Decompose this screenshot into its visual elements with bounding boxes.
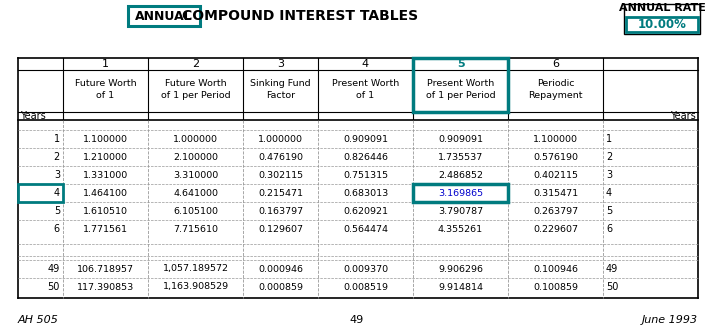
- Text: Present Worth: Present Worth: [427, 78, 494, 88]
- Text: 4: 4: [54, 188, 60, 198]
- Text: 1.000000: 1.000000: [173, 134, 218, 144]
- Text: 5: 5: [457, 59, 464, 69]
- Text: 1,163.908529: 1,163.908529: [163, 283, 228, 291]
- Text: 5: 5: [54, 206, 60, 216]
- Text: 9.906296: 9.906296: [438, 265, 483, 273]
- Text: 1.771561: 1.771561: [83, 225, 128, 233]
- Text: 0.000859: 0.000859: [258, 283, 303, 291]
- Text: 0.263797: 0.263797: [533, 206, 578, 215]
- Bar: [18, 184, 63, 202]
- Text: 0.009370: 0.009370: [343, 265, 388, 273]
- Text: Future Worth: Future Worth: [75, 78, 136, 88]
- Text: 1.000000: 1.000000: [258, 134, 303, 144]
- Text: 0.100946: 0.100946: [533, 265, 578, 273]
- Text: 1.100000: 1.100000: [83, 134, 128, 144]
- Text: Repayment: Repayment: [528, 91, 583, 99]
- Text: Present Worth: Present Worth: [332, 78, 399, 88]
- Bar: [413, 58, 508, 112]
- Text: Sinking Fund: Sinking Fund: [250, 78, 311, 88]
- Text: 0.620921: 0.620921: [343, 206, 388, 215]
- Text: AH 505: AH 505: [18, 315, 59, 325]
- Text: 0.826446: 0.826446: [343, 152, 388, 162]
- Text: 4.641000: 4.641000: [173, 188, 218, 198]
- Text: 0.576190: 0.576190: [533, 152, 578, 162]
- Text: 3.310000: 3.310000: [173, 170, 218, 180]
- Text: COMPOUND INTEREST TABLES: COMPOUND INTEREST TABLES: [182, 9, 418, 23]
- Text: 6: 6: [552, 59, 559, 69]
- Text: 50: 50: [48, 282, 60, 292]
- Text: 6: 6: [54, 224, 60, 234]
- Text: 9.914814: 9.914814: [438, 283, 483, 291]
- Text: Future Worth: Future Worth: [165, 78, 226, 88]
- Text: 0.163797: 0.163797: [258, 206, 303, 215]
- Text: 0.909091: 0.909091: [438, 134, 483, 144]
- Text: of 1: of 1: [96, 91, 114, 99]
- Text: of 1 per Period: of 1 per Period: [161, 91, 231, 99]
- Text: 3.169865: 3.169865: [438, 188, 483, 198]
- Text: 1.331000: 1.331000: [83, 170, 128, 180]
- Text: 4.355261: 4.355261: [438, 225, 483, 233]
- Bar: [624, 4, 700, 34]
- Text: 0.229607: 0.229607: [533, 225, 578, 233]
- Text: 0.402115: 0.402115: [533, 170, 578, 180]
- Text: Years: Years: [670, 111, 696, 121]
- Text: 4: 4: [362, 59, 369, 69]
- Text: 2.100000: 2.100000: [173, 152, 218, 162]
- Text: 2: 2: [192, 59, 199, 69]
- Text: 1: 1: [54, 134, 60, 144]
- Text: 0.008519: 0.008519: [343, 283, 388, 291]
- Text: 2: 2: [54, 152, 60, 162]
- Text: Factor: Factor: [266, 91, 295, 99]
- Text: of 1 per Period: of 1 per Period: [426, 91, 496, 99]
- Text: 1.735537: 1.735537: [438, 152, 483, 162]
- Text: ANNUAL: ANNUAL: [135, 9, 193, 23]
- Bar: [128, 6, 200, 26]
- Text: Years: Years: [20, 111, 46, 121]
- Text: 10.00%: 10.00%: [638, 18, 686, 31]
- Text: 0.751315: 0.751315: [343, 170, 388, 180]
- Text: 1: 1: [102, 59, 109, 69]
- Text: 6.105100: 6.105100: [173, 206, 218, 215]
- Text: 1.210000: 1.210000: [83, 152, 128, 162]
- Text: 50: 50: [606, 282, 618, 292]
- Text: 0.000946: 0.000946: [258, 265, 303, 273]
- Bar: [413, 184, 508, 202]
- Text: 3: 3: [54, 170, 60, 180]
- Text: of 1: of 1: [356, 91, 375, 99]
- Text: 4: 4: [606, 188, 612, 198]
- Text: 2.486852: 2.486852: [438, 170, 483, 180]
- Text: June 1993: June 1993: [642, 315, 698, 325]
- Text: 1.464100: 1.464100: [83, 188, 128, 198]
- Text: 2: 2: [606, 152, 612, 162]
- Text: 0.100859: 0.100859: [533, 283, 578, 291]
- Text: Periodic: Periodic: [537, 78, 574, 88]
- Text: 7.715610: 7.715610: [173, 225, 218, 233]
- Text: 0.909091: 0.909091: [343, 134, 388, 144]
- Text: 0.215471: 0.215471: [258, 188, 303, 198]
- Text: 0.302115: 0.302115: [258, 170, 303, 180]
- Text: 6: 6: [606, 224, 612, 234]
- Bar: [626, 17, 698, 32]
- Text: 117.390853: 117.390853: [77, 283, 134, 291]
- Text: 0.315471: 0.315471: [533, 188, 578, 198]
- Text: 5: 5: [606, 206, 612, 216]
- Text: 1.100000: 1.100000: [533, 134, 578, 144]
- Text: 49: 49: [48, 264, 60, 274]
- Text: 3.790787: 3.790787: [438, 206, 483, 215]
- Text: 0.129607: 0.129607: [258, 225, 303, 233]
- Text: 49: 49: [350, 315, 364, 325]
- Text: 3: 3: [277, 59, 284, 69]
- Text: 1: 1: [606, 134, 612, 144]
- Text: 1,057.189572: 1,057.189572: [163, 265, 228, 273]
- Text: 0.564474: 0.564474: [343, 225, 388, 233]
- Text: 49: 49: [606, 264, 618, 274]
- Text: 1.610510: 1.610510: [83, 206, 128, 215]
- Text: 106.718957: 106.718957: [77, 265, 134, 273]
- Text: ANNUAL RATE: ANNUAL RATE: [618, 3, 705, 13]
- Text: 0.683013: 0.683013: [343, 188, 388, 198]
- Text: 3: 3: [606, 170, 612, 180]
- Text: 0.476190: 0.476190: [258, 152, 303, 162]
